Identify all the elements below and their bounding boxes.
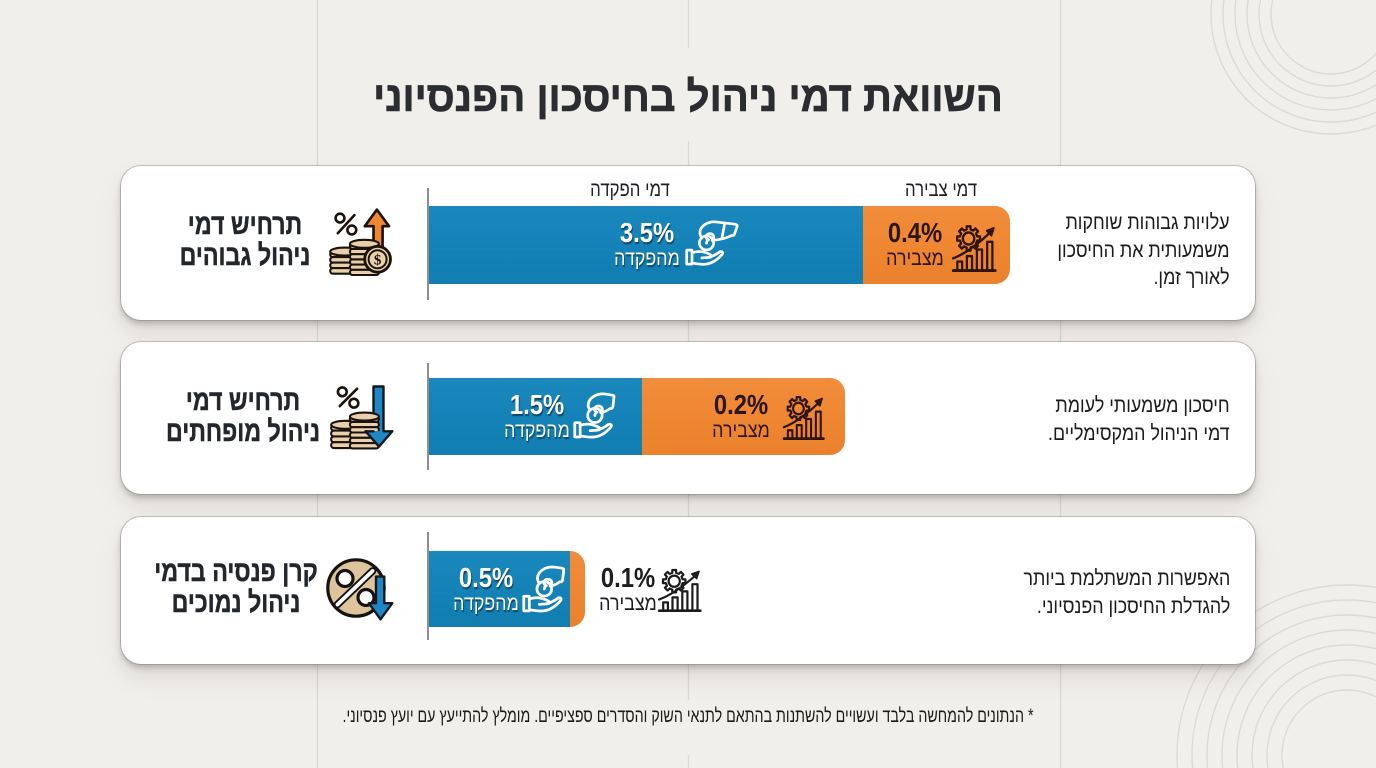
svg-text:$: $	[374, 253, 382, 269]
